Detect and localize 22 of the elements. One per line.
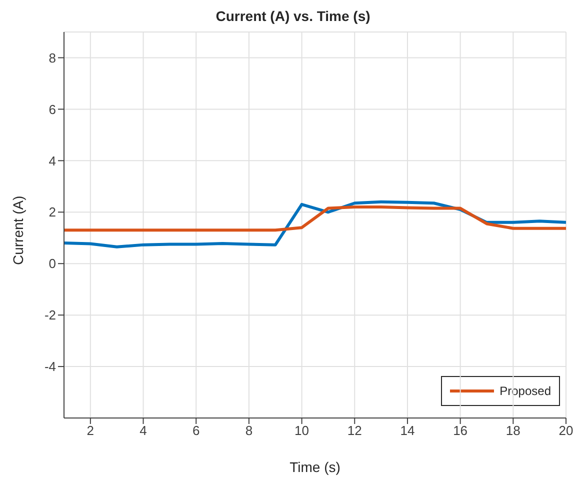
x-tick-label: 12 bbox=[347, 423, 362, 438]
y-axis-title: Current (A) bbox=[10, 196, 26, 265]
chart-title: Current (A) vs. Time (s) bbox=[214, 8, 372, 26]
y-tick-label: 6 bbox=[48, 102, 56, 117]
y-tick-label: -2 bbox=[44, 308, 56, 323]
x-tick-label: 14 bbox=[400, 423, 415, 438]
line-series bbox=[64, 205, 566, 232]
y-tick-label: -4 bbox=[44, 359, 56, 374]
y-tick-label: 4 bbox=[48, 153, 56, 168]
x-tick-label: 8 bbox=[245, 423, 253, 438]
x-tick-label: 6 bbox=[192, 423, 200, 438]
x-axis-title: Time (s) bbox=[290, 459, 340, 475]
y-tick-label: 0 bbox=[48, 256, 56, 272]
legend-label: Proposed bbox=[500, 384, 551, 398]
x-tick-label: 10 bbox=[294, 423, 310, 438]
x-tick-label: 18 bbox=[506, 423, 520, 438]
x-tick-label: 16 bbox=[453, 423, 468, 438]
x-tick-label: 4 bbox=[140, 423, 147, 438]
x-tick-label: 2 bbox=[86, 423, 94, 438]
y-tick-label: 8 bbox=[48, 50, 56, 66]
x-tick-label: 20 bbox=[558, 423, 574, 438]
y-tick-label: 2 bbox=[48, 204, 56, 220]
